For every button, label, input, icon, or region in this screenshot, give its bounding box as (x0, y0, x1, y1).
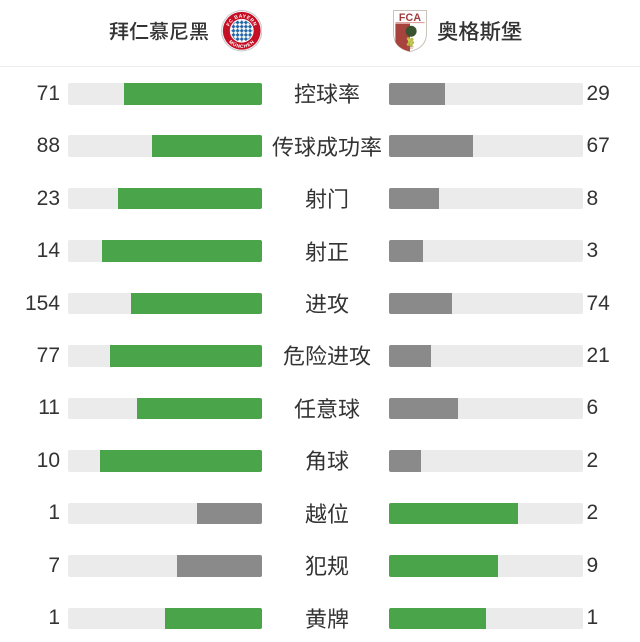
svg-text:1907: 1907 (406, 46, 414, 50)
svg-text:FCA: FCA (399, 12, 422, 24)
